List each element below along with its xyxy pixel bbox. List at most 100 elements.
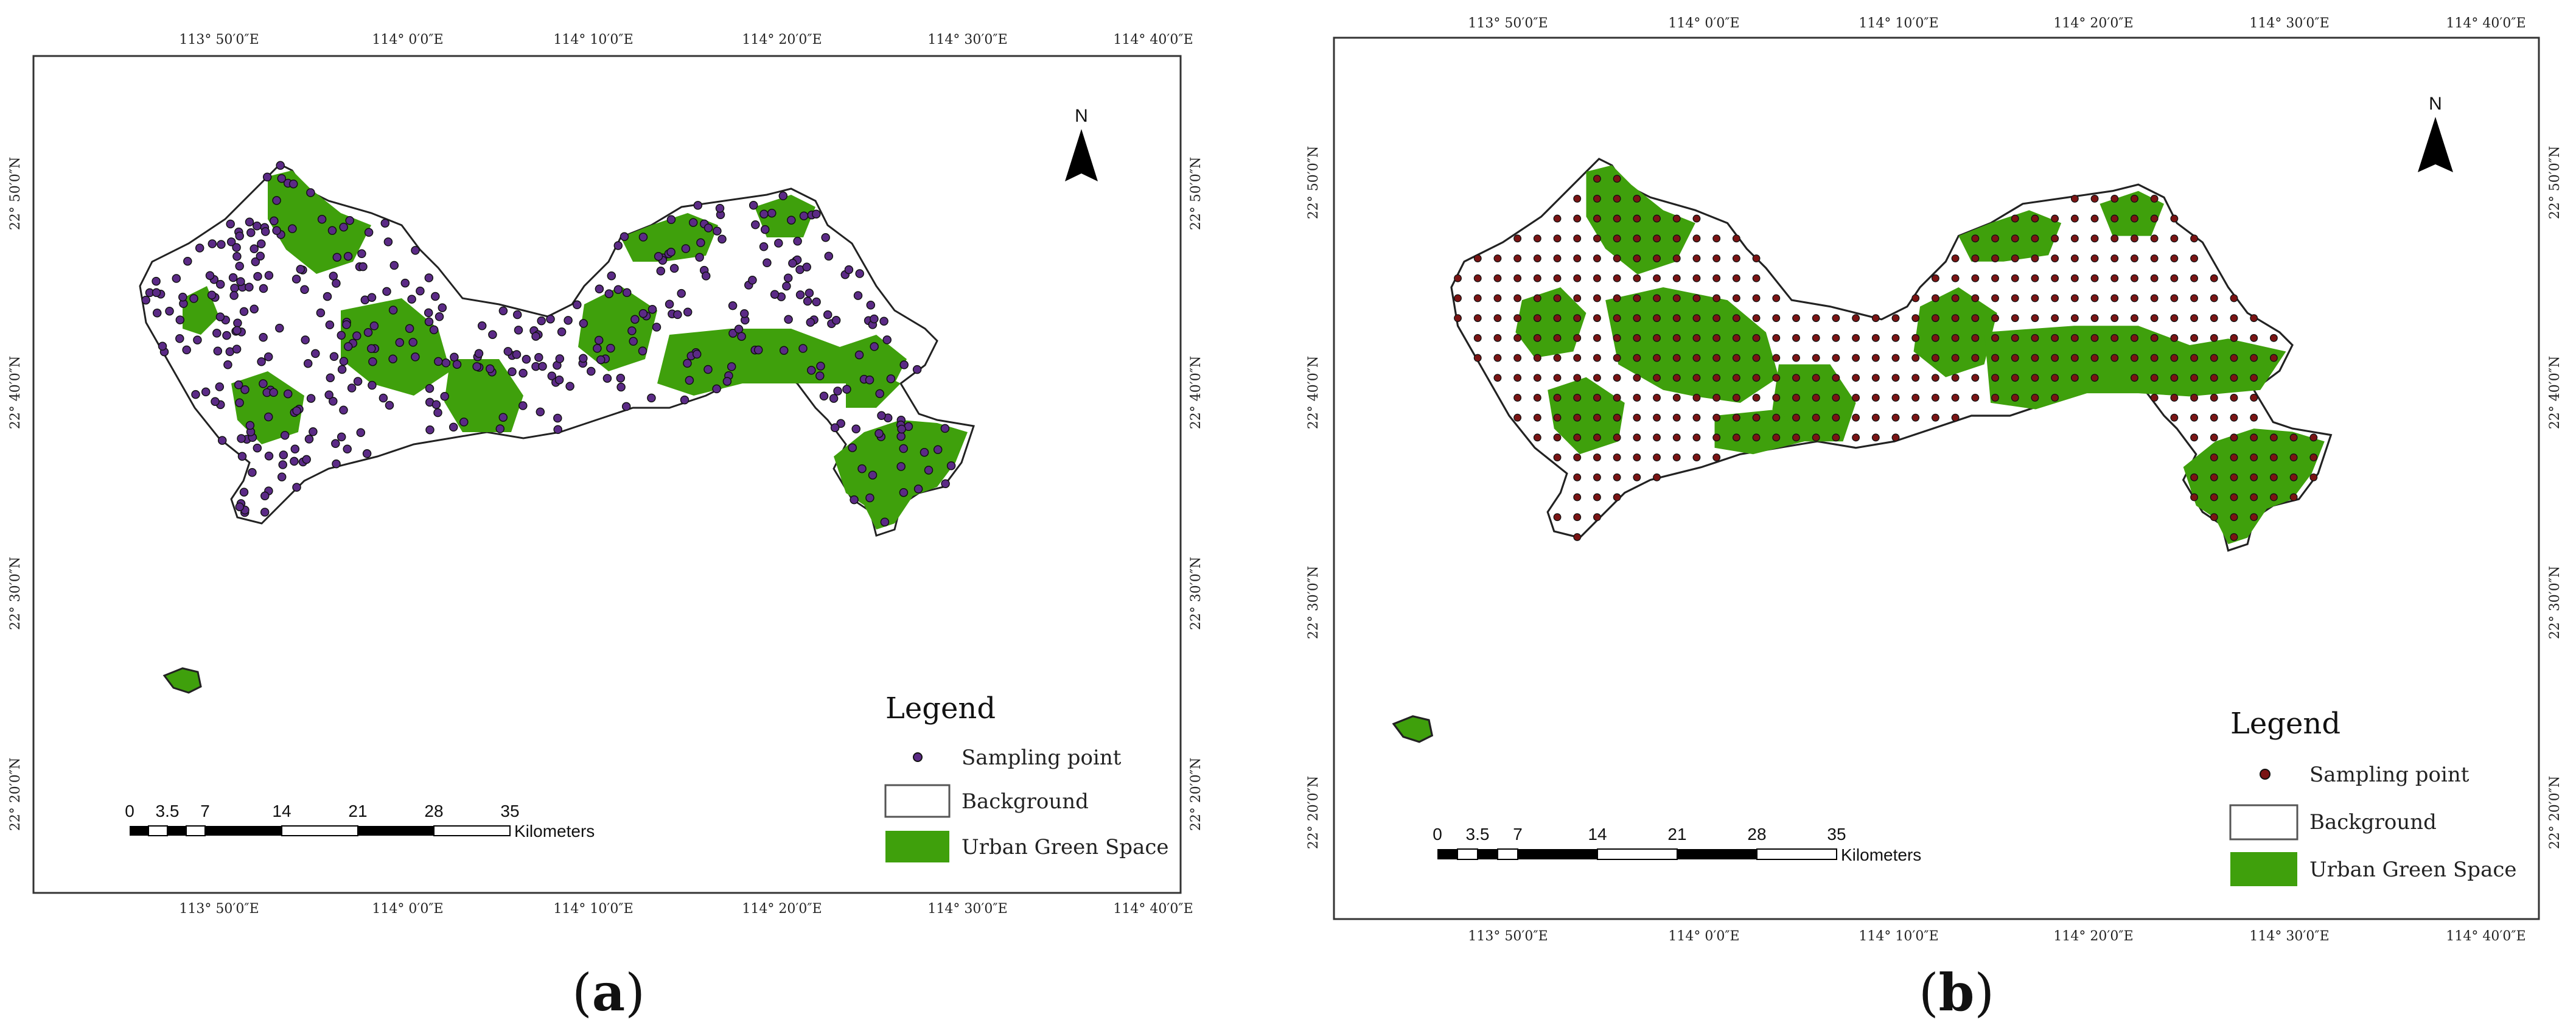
sampling-point: [2250, 433, 2258, 442]
sampling-point: [1513, 314, 1522, 323]
sampling-point: [795, 290, 805, 299]
sampling-point: [857, 464, 867, 474]
sampling-point: [1931, 354, 1939, 362]
sampling-point: [280, 431, 290, 440]
sampling-point: [208, 239, 217, 248]
sampling-point: [1533, 254, 1541, 262]
sampling-point: [1971, 394, 1980, 402]
sampling-point: [1573, 513, 1582, 522]
sampling-point: [389, 260, 399, 270]
sampling-point: [342, 320, 351, 329]
sampling-point: [1533, 334, 1541, 342]
sampling-point: [2090, 194, 2099, 203]
tick-top-a-5: 114° 40′0″E: [1113, 32, 1193, 47]
sampling-point: [759, 242, 769, 251]
legend-item-background-a: Background: [962, 789, 1089, 814]
tick-top-a-3: 114° 20′0″E: [742, 32, 822, 47]
sampling-point: [677, 288, 686, 298]
sampling-point: [2250, 453, 2258, 462]
sampling-point: [279, 450, 288, 460]
sampling-point: [1871, 433, 1880, 442]
sampling-point: [283, 389, 293, 399]
sampling-point: [407, 295, 416, 304]
sampling-point: [870, 342, 879, 351]
top-ticks-b: 113° 50′0″E 114° 0′0″E 114° 10′0″E 114° …: [1468, 16, 2525, 31]
sampling-point: [253, 222, 262, 231]
sampling-point: [2210, 413, 2218, 422]
sampling-point: [2190, 274, 2199, 282]
sampling-point: [848, 443, 857, 452]
sampling-point: [696, 238, 705, 248]
sampling-point: [1454, 314, 1462, 323]
sampling-point: [1832, 433, 1840, 442]
sampling-point: [337, 365, 347, 374]
sampling-point: [1852, 413, 1860, 422]
sampling-point: [1613, 433, 1621, 442]
sampling-point: [2170, 374, 2179, 382]
sampling-point: [1613, 194, 1621, 203]
sampling-point: [1951, 374, 1960, 382]
sampling-point: [683, 358, 692, 368]
sampling-point: [440, 391, 449, 401]
sampling-point: [337, 330, 346, 340]
sampling-point: [306, 394, 316, 403]
sampling-point: [2131, 214, 2138, 223]
sampling-point: [1593, 214, 1601, 223]
sampling-point: [327, 226, 337, 236]
sampling-point: [587, 366, 596, 376]
sampling-point: [369, 321, 379, 330]
sampling-point: [1692, 314, 1701, 323]
sampling-point: [2170, 254, 2179, 262]
legend-title-a: Legend: [885, 691, 996, 726]
green-space-swatch-icon: [2230, 852, 2297, 886]
sampling-point: [1931, 394, 1939, 402]
sampling-point: [1911, 334, 1920, 342]
sampling-point: [2150, 354, 2159, 362]
sampling-point: [1792, 314, 1800, 323]
sampling-point: [2070, 354, 2079, 362]
sampling-point: [250, 244, 259, 254]
sampling-point: [1573, 194, 1582, 203]
sampling-point: [606, 343, 615, 353]
sampling-point: [1891, 394, 1900, 402]
scale-label-b-2: 7: [1513, 825, 1523, 844]
sampling-point: [1911, 294, 1920, 302]
sampling-point: [2110, 354, 2119, 362]
sampling-point: [2131, 254, 2138, 262]
sampling-point: [2011, 214, 2019, 223]
sampling-point: [739, 309, 749, 318]
sampling-point: [339, 222, 348, 232]
north-arrow-b: N: [2418, 94, 2453, 172]
scale-label-b-5: 28: [1747, 825, 1766, 844]
sampling-point: [853, 291, 863, 300]
sampling-point: [1712, 334, 1721, 342]
sampling-point: [2309, 473, 2318, 481]
sampling-point: [854, 350, 864, 360]
legend-b: Legend Sampling point Background Urban G…: [2229, 707, 2517, 886]
sampling-point: [1911, 374, 1920, 382]
sampling-point: [230, 284, 239, 293]
sampling-point: [946, 461, 956, 470]
top-ticks-a: 113° 50′0″E 114° 0′0″E 114° 10′0″E 114° …: [179, 32, 1193, 47]
sampling-point: [1593, 334, 1601, 342]
sampling-point: [1573, 413, 1582, 422]
sampling-point: [2170, 394, 2179, 402]
sampling-point: [1991, 254, 1999, 262]
sampling-point: [438, 303, 447, 312]
sampling-point: [693, 201, 703, 210]
sampling-point: [2031, 354, 2039, 362]
sampling-point: [1752, 433, 1761, 442]
tick-top-b-2: 114° 10′0″E: [1859, 16, 1938, 31]
sampling-point: [2051, 234, 2059, 243]
sampling-point: [1852, 354, 1860, 362]
tick-top-b-1: 114° 0′0″E: [1668, 16, 1739, 31]
sampling-point: [751, 220, 760, 229]
sampling-point: [235, 231, 244, 241]
sampling-point: [1891, 374, 1900, 382]
tick-right-a-3: 22° 20′0″N: [1189, 758, 1204, 831]
tick-right-a-2: 22° 30′0″N: [1189, 557, 1204, 630]
sampling-point: [774, 239, 783, 248]
sampling-point: [2090, 354, 2099, 362]
sampling-point: [2110, 254, 2119, 262]
sampling-point: [803, 296, 812, 306]
